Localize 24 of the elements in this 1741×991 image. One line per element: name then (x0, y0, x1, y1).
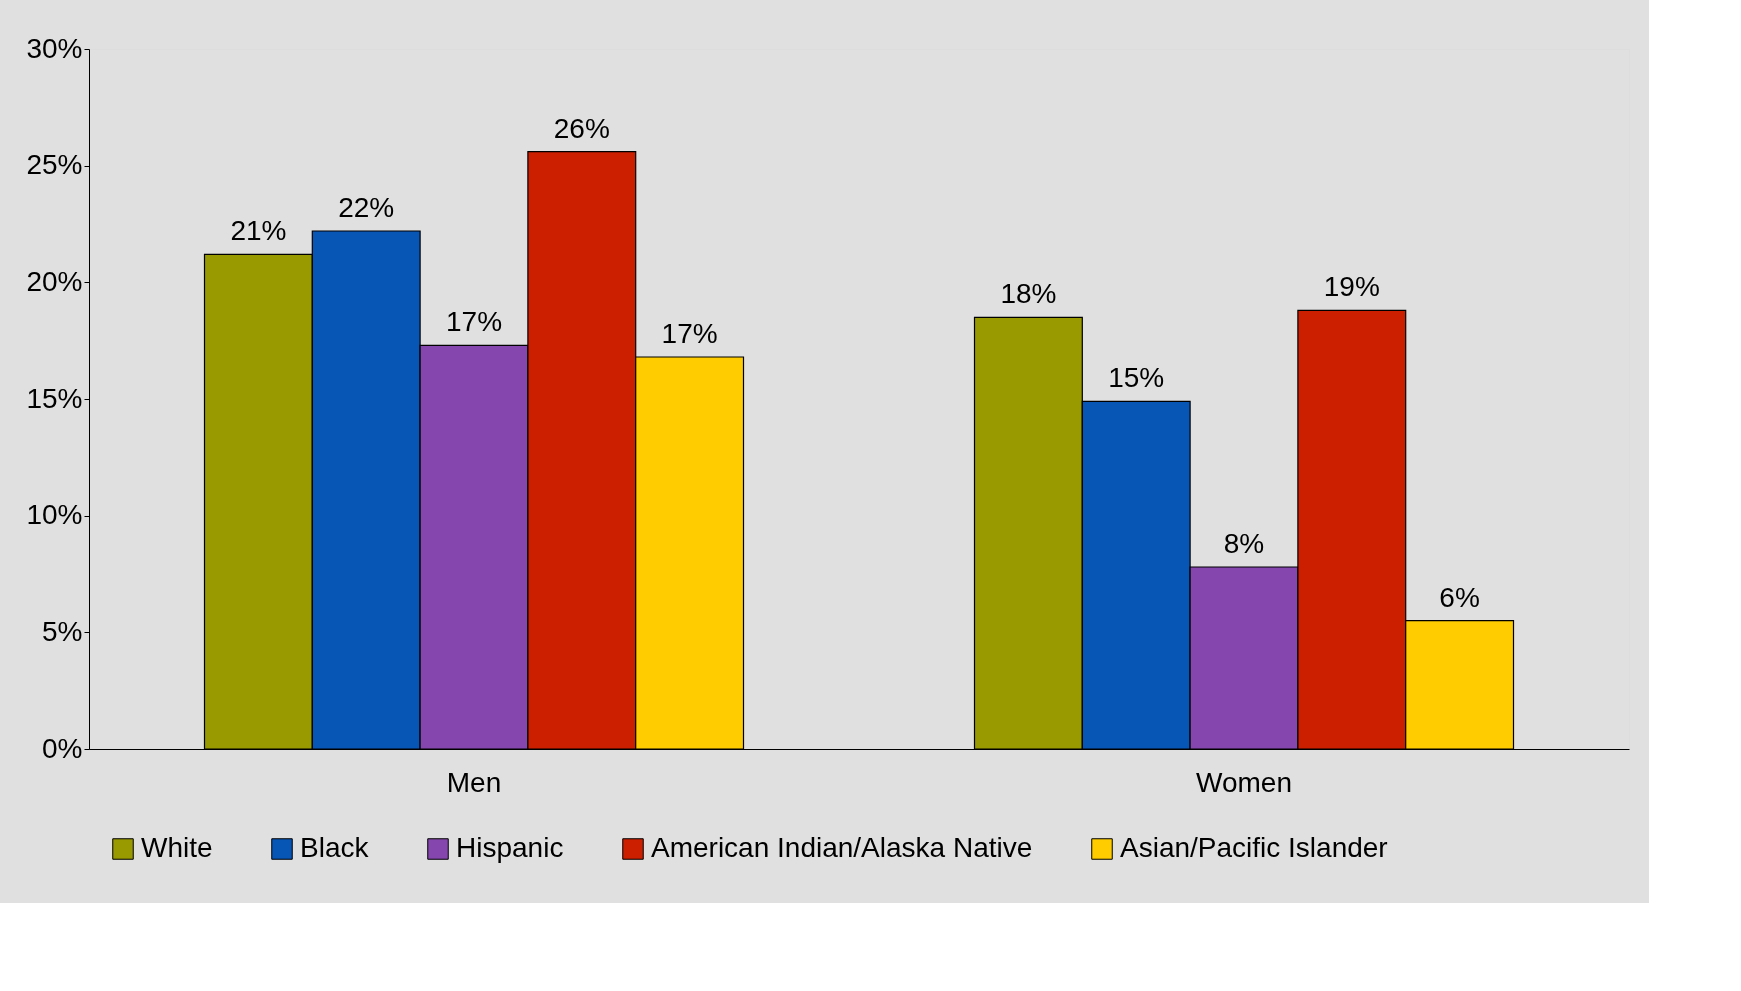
y-tick-label: 0% (42, 732, 83, 764)
data-label: 19% (1323, 271, 1380, 303)
legend-label: American Indian/Alaska Native (651, 832, 1033, 863)
data-label: 26% (553, 112, 610, 144)
y-tick-label: 30% (26, 32, 83, 64)
data-label: 21% (230, 215, 287, 247)
y-tick-label: 20% (26, 265, 83, 297)
x-tick-label: Men (446, 766, 502, 798)
legend-label: Asian/Pacific Islander (1120, 832, 1388, 863)
data-label: 22% (338, 192, 395, 223)
legend-label: Hispanic (456, 832, 564, 863)
legend-label: White (141, 832, 213, 863)
data-label: 18% (1000, 278, 1057, 310)
data-label: 17% (445, 306, 503, 338)
data-label: 15% (1108, 362, 1165, 394)
y-tick-label: 5% (42, 615, 83, 647)
y-tick-label: 15% (26, 382, 83, 414)
x-tick-label: Women (1196, 766, 1292, 798)
y-tick-label: 10% (26, 499, 83, 531)
legend-label: Black (300, 832, 370, 863)
data-label: 17% (661, 318, 718, 349)
data-label: 6% (1439, 581, 1480, 613)
data-label: 8% (1223, 528, 1265, 559)
y-tick-label: 25% (26, 149, 83, 181)
